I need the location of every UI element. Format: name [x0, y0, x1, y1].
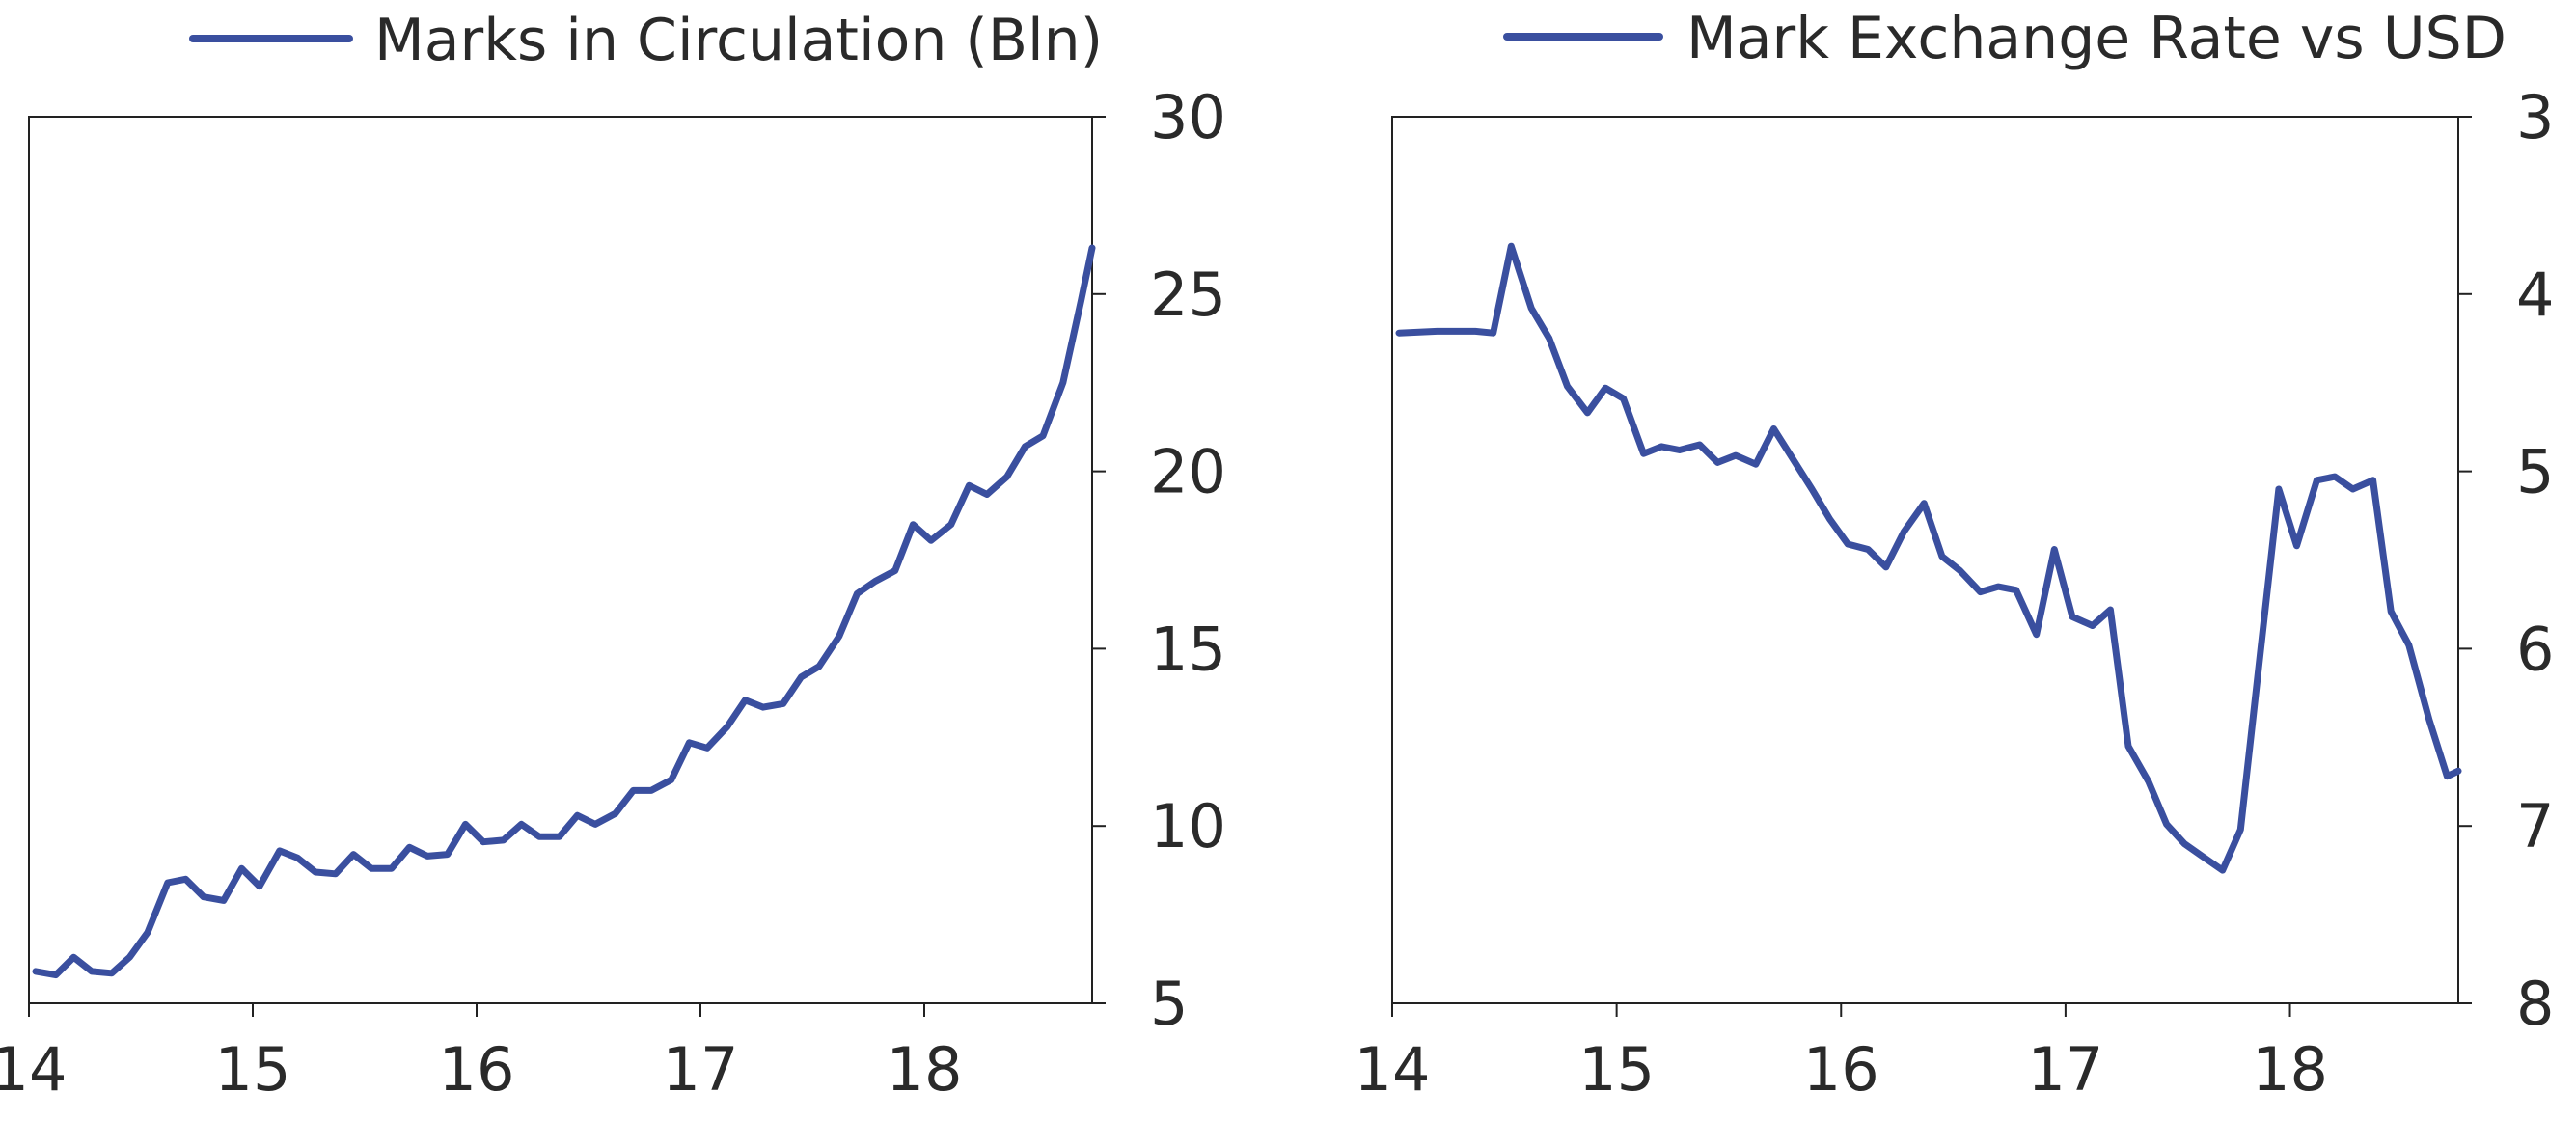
plot-frame	[1391, 116, 2459, 1004]
legend-label: Mark Exchange Rate vs USD	[1686, 5, 2507, 72]
x-tick-label: 15	[1578, 1034, 1655, 1105]
x-tick-label: 18	[887, 1034, 963, 1105]
y-tick-label: 20	[1150, 437, 1226, 507]
x-tick-label: 16	[1803, 1034, 1879, 1105]
y-tick-label: 7	[2516, 791, 2554, 861]
legend-label: Marks in Circulation (Bln)	[374, 7, 1103, 74]
y-tick-label: 3	[2516, 82, 2554, 152]
y-tick-label: 30	[1150, 82, 1226, 152]
y-tick-label: 4	[2516, 260, 2554, 330]
y-tick-label: 15	[1150, 614, 1226, 684]
x-tick-label: 17	[2027, 1034, 2103, 1105]
x-tick-label: 14	[1355, 1034, 1431, 1105]
y-tick-label: 25	[1150, 260, 1226, 330]
y-tick-label: 8	[2516, 969, 2554, 1039]
y-tick-label: 6	[2516, 614, 2554, 684]
x-tick-label: 14	[0, 1034, 67, 1105]
x-tick-label: 16	[439, 1034, 515, 1105]
plot-frame	[28, 116, 1093, 1004]
x-tick-label: 17	[663, 1034, 739, 1105]
chart-mark-exchange-rate: 14 15 16 17 18 3 4 5 6 7 8 Mark Exchange Rate vs US…	[1355, 5, 2555, 1105]
chart-marks-in-circulation: 14 15 16 17 18 5 10 15 20 25 30 Marks in Circulatio…	[0, 7, 1226, 1105]
x-tick-label: 18	[2252, 1034, 2328, 1105]
x-tick-label: 15	[215, 1034, 291, 1105]
series-line	[32, 244, 1096, 979]
y-tick-label: 10	[1150, 791, 1226, 861]
y-tick-label: 5	[2516, 437, 2554, 507]
y-tick-label: 5	[1150, 969, 1188, 1039]
series-line	[1395, 242, 2462, 874]
